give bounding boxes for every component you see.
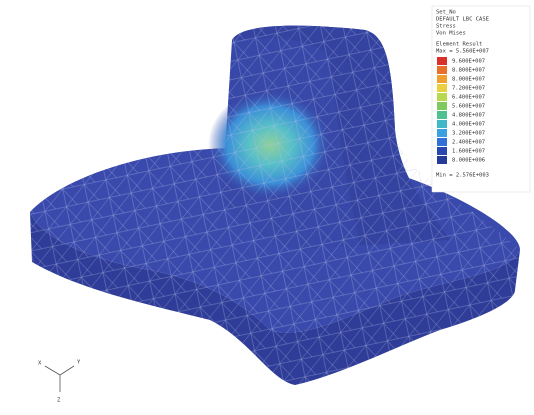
legend-header: Set_No bbox=[436, 10, 456, 16]
legend-swatch bbox=[437, 57, 447, 65]
legend-swatch bbox=[437, 120, 447, 128]
legend-label: 8.800E+007 bbox=[452, 68, 485, 74]
legend-header: Element Result bbox=[436, 42, 482, 48]
legend-header: Stress bbox=[436, 24, 456, 30]
fea-render: Set_NoDEFAULT LBC CASEStressVon Mises Ele… bbox=[0, 0, 534, 415]
legend-swatch bbox=[437, 129, 447, 137]
legend-swatch bbox=[437, 138, 447, 146]
legend-footer: Min = 2.576E+003 bbox=[436, 173, 489, 179]
legend-swatch bbox=[437, 111, 447, 119]
legend-label: 4.800E+007 bbox=[452, 113, 485, 119]
legend-label: 8.000E+006 bbox=[452, 158, 485, 164]
legend-swatch bbox=[437, 75, 447, 83]
legend-swatch bbox=[437, 66, 447, 74]
axis-label: Z bbox=[57, 398, 61, 404]
legend-label: 9.600E+007 bbox=[452, 59, 485, 65]
legend-label: 1.600E+007 bbox=[452, 149, 485, 155]
legend-header: Max = 5.560E+007 bbox=[436, 49, 489, 55]
axis-label: X bbox=[38, 361, 42, 367]
legend-header: Von Mises bbox=[436, 31, 466, 37]
axis-triad: X Y Z bbox=[38, 360, 81, 404]
legend-label: 2.400E+007 bbox=[452, 140, 485, 146]
legend-label: 4.000E+007 bbox=[452, 122, 485, 128]
legend-label: 6.400E+007 bbox=[452, 95, 485, 101]
legend-label: 5.600E+007 bbox=[452, 104, 485, 110]
legend-label: 3.200E+007 bbox=[452, 131, 485, 137]
axis-label: Y bbox=[77, 360, 81, 366]
legend-header: DEFAULT LBC CASE bbox=[436, 17, 489, 23]
legend-swatch bbox=[437, 84, 447, 92]
legend-label: 8.000E+007 bbox=[452, 77, 485, 83]
legend-swatch bbox=[437, 156, 447, 164]
legend-swatch bbox=[437, 102, 447, 110]
viewport: Set_NoDEFAULT LBC CASEStressVon Mises Ele… bbox=[0, 0, 534, 415]
legend-swatch bbox=[437, 93, 447, 101]
legend-label: 7.200E+007 bbox=[452, 86, 485, 92]
legend-swatch bbox=[437, 147, 447, 155]
